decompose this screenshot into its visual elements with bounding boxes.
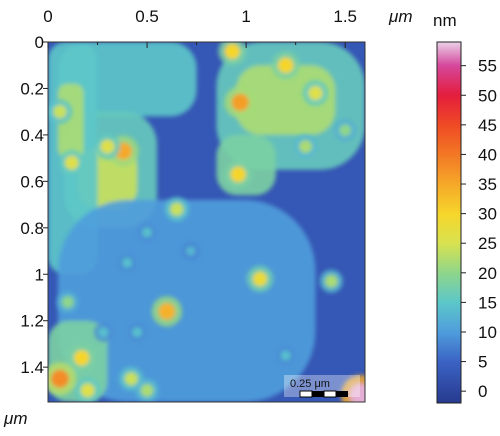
height-feature-2 xyxy=(94,133,121,160)
y-axis-unit: μm xyxy=(3,409,27,428)
colorbar-ticks: 0 5 10 15 20 25 30 35 40 45 50 55 xyxy=(461,57,497,401)
y-tick-label: 1.4 xyxy=(20,358,44,377)
height-feature-11 xyxy=(334,119,357,142)
height-feature-12 xyxy=(164,197,189,222)
scale-bar: 0.25 μm xyxy=(284,375,360,398)
height-feature-20 xyxy=(56,291,79,314)
height-feature-18 xyxy=(151,296,183,327)
height-feature-25 xyxy=(135,378,159,402)
height-feature-8 xyxy=(302,80,329,106)
height-feature-27 xyxy=(276,346,295,365)
y-axis: 0 0.2 0.4 0.6 0.8 1 1.2 1.4 xyxy=(20,33,48,377)
height-feature-26 xyxy=(94,323,113,342)
height-feature-17 xyxy=(118,253,137,272)
x-tick-label: 1 xyxy=(241,7,250,26)
scale-bar-label: 0.25 μm xyxy=(290,378,330,390)
height-feature-10 xyxy=(293,134,318,159)
scale-bar-segment-4 xyxy=(336,391,348,397)
colorbar-tick-label: 5 xyxy=(478,353,487,372)
y-tick-label: 0.8 xyxy=(20,219,44,238)
height-feature-15 xyxy=(246,265,274,293)
x-axis: 0 0.5 1 1.5 xyxy=(43,7,357,48)
height-feature-9 xyxy=(224,160,253,189)
height-feature-13 xyxy=(137,223,157,242)
y-tick-label: 1 xyxy=(35,265,44,284)
colorbar-tick-label: 15 xyxy=(478,293,497,312)
height-feature-6 xyxy=(224,86,256,119)
colorbar-unit: nm xyxy=(433,11,457,30)
colorbar-tick-label: 35 xyxy=(478,175,497,194)
scale-bar-segment-3 xyxy=(323,390,337,398)
colorbar-tick-label: 40 xyxy=(478,145,497,164)
colorbar: 0 5 10 15 20 25 30 35 40 45 50 55 nm xyxy=(433,11,497,404)
colorbar-tick-label: 10 xyxy=(478,323,497,342)
height-map xyxy=(48,42,365,402)
scale-bar-segment-1 xyxy=(299,390,313,398)
height-region-9 xyxy=(57,199,316,402)
x-tick-label: 0 xyxy=(43,7,52,26)
scale-bar-segment-2 xyxy=(312,391,324,397)
height-feature-19 xyxy=(127,323,147,342)
height-map-frame xyxy=(47,41,366,403)
colorbar-tick-label: 0 xyxy=(478,382,487,401)
y-tick-label: 0 xyxy=(35,33,44,52)
y-tick-label: 0.4 xyxy=(20,126,44,145)
height-feature-21 xyxy=(48,362,77,396)
colorbar-tick-label: 25 xyxy=(478,234,497,253)
y-tick-label: 1.2 xyxy=(20,312,44,331)
x-tick-label: 0.5 xyxy=(135,7,159,26)
height-feature-22 xyxy=(67,343,96,372)
height-feature-23 xyxy=(74,377,101,402)
x-tick-label: 1.5 xyxy=(333,7,357,26)
colorbar-gradient xyxy=(436,41,462,404)
x-axis-unit: μm xyxy=(388,7,412,26)
height-feature-16 xyxy=(319,269,343,293)
colorbar-tick-label: 20 xyxy=(478,264,497,283)
height-feature-5 xyxy=(218,42,247,66)
colorbar-tick-label: 55 xyxy=(478,57,497,76)
colorbar-tick-label: 30 xyxy=(478,205,497,224)
colorbar-tick-label: 45 xyxy=(478,116,497,135)
y-tick-label: 0.2 xyxy=(20,79,44,98)
y-tick-label: 0.6 xyxy=(20,172,44,191)
height-feature-14 xyxy=(181,242,200,260)
height-feature-3 xyxy=(58,149,85,176)
feature-layer xyxy=(48,42,365,402)
height-feature-4 xyxy=(48,99,73,124)
colorbar-tick-label: 50 xyxy=(478,86,497,105)
height-feature-7 xyxy=(271,51,300,80)
